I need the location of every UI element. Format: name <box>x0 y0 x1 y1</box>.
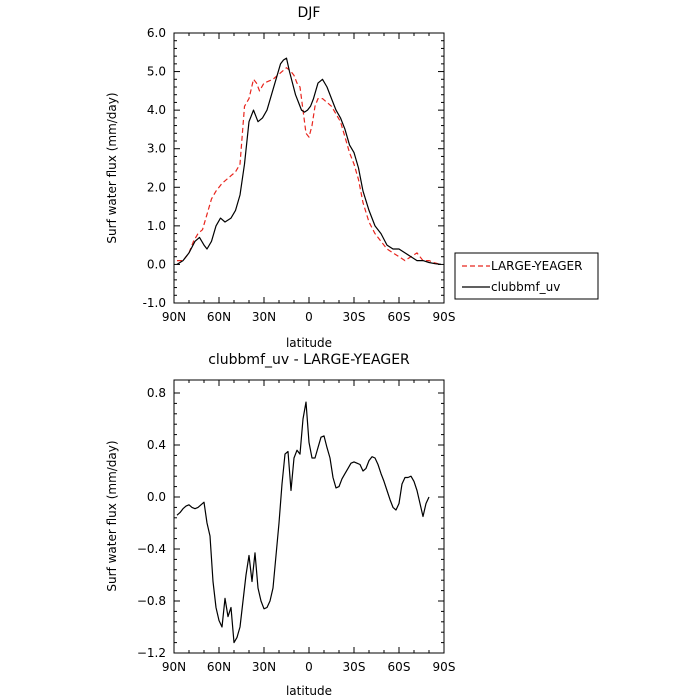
top-chart-title: DJF <box>298 5 321 21</box>
top-x-tick-label: 90S <box>433 310 456 324</box>
bottom-x-tick-label: 30N <box>252 660 276 674</box>
top-series-line-large-yeager <box>177 67 442 265</box>
top-x-tick-label: 60N <box>207 310 231 324</box>
top-y-tick-label: 3.0 <box>147 142 166 156</box>
legend-label-clubbmf-uv: clubbmf_uv <box>491 280 560 294</box>
top-x-tick-label: 30N <box>252 310 276 324</box>
top-y-tick-label: 4.0 <box>147 103 166 117</box>
top-y-tick-label: 5.0 <box>147 65 166 79</box>
top-y-tick-label: 2.0 <box>147 180 166 194</box>
top-x-tick-label: 30S <box>343 310 366 324</box>
bottom-x-axis-label: latitude <box>286 684 332 698</box>
top-y-tick-label: 0.0 <box>147 257 166 271</box>
bottom-y-tick-label: 0.8 <box>147 386 166 400</box>
legend: LARGE-YEAGER clubbmf_uv <box>454 252 599 300</box>
bottom-chart-title: clubbmf_uv - LARGE-YEAGER <box>208 352 410 368</box>
legend-label-large-yeager: LARGE-YEAGER <box>491 259 582 273</box>
bottom-y-axis-label: Surf water flux (mm/day) <box>105 440 119 591</box>
top-x-tick-label: 60S <box>388 310 411 324</box>
top-y-tick-label: 1.0 <box>147 219 166 233</box>
bottom-series-lines <box>176 401 430 644</box>
top-y-tick-label: -1.0 <box>143 296 166 310</box>
top-x-tick-label: 90N <box>162 310 186 324</box>
legend-frame <box>454 252 599 300</box>
bottom-axis-ticks: 90N 60N 30N 0 30S 60S 90S −1.2 −0.8 −0.4 0.0 0.4 0.8 <box>137 380 456 674</box>
bottom-y-tick-label: 0.0 <box>147 490 166 504</box>
bottom-panel: clubbmf_uv - LARGE-YEAGER latitude Surf … <box>105 352 455 698</box>
bottom-y-tick-label: −0.8 <box>137 594 166 608</box>
bottom-y-tick-label: 0.4 <box>147 438 166 452</box>
top-y-tick-label: 6.0 <box>147 26 166 40</box>
bottom-x-tick-label: 60S <box>388 660 411 674</box>
top-x-tick-label: 0 <box>305 310 313 324</box>
bottom-x-tick-label: 60N <box>207 660 231 674</box>
bottom-x-tick-label: 90S <box>433 660 456 674</box>
bottom-x-tick-label: 90N <box>162 660 186 674</box>
top-series-lines <box>176 57 442 265</box>
top-x-axis-label: latitude <box>286 336 332 350</box>
top-y-axis-label: Surf water flux (mm/day) <box>105 92 119 243</box>
bottom-y-tick-label: −0.4 <box>137 542 166 556</box>
bottom-x-tick-label: 0 <box>305 660 313 674</box>
bottom-plot-frame <box>173 379 445 654</box>
top-panel: DJF latitude Surf water flux (mm/day) 90… <box>105 5 599 350</box>
top-plot-frame <box>173 32 445 304</box>
bottom-x-tick-label: 30S <box>343 660 366 674</box>
bottom-series-line-difference <box>176 401 430 644</box>
bottom-y-tick-label: −1.2 <box>137 646 166 660</box>
top-series-line-clubbmf-uv <box>176 57 442 265</box>
top-axis-ticks: 90N 60N 30N 0 30S 60S 90S -1.0 0.0 1.0 2.0 3.0 4.0 5.… <box>143 26 456 324</box>
